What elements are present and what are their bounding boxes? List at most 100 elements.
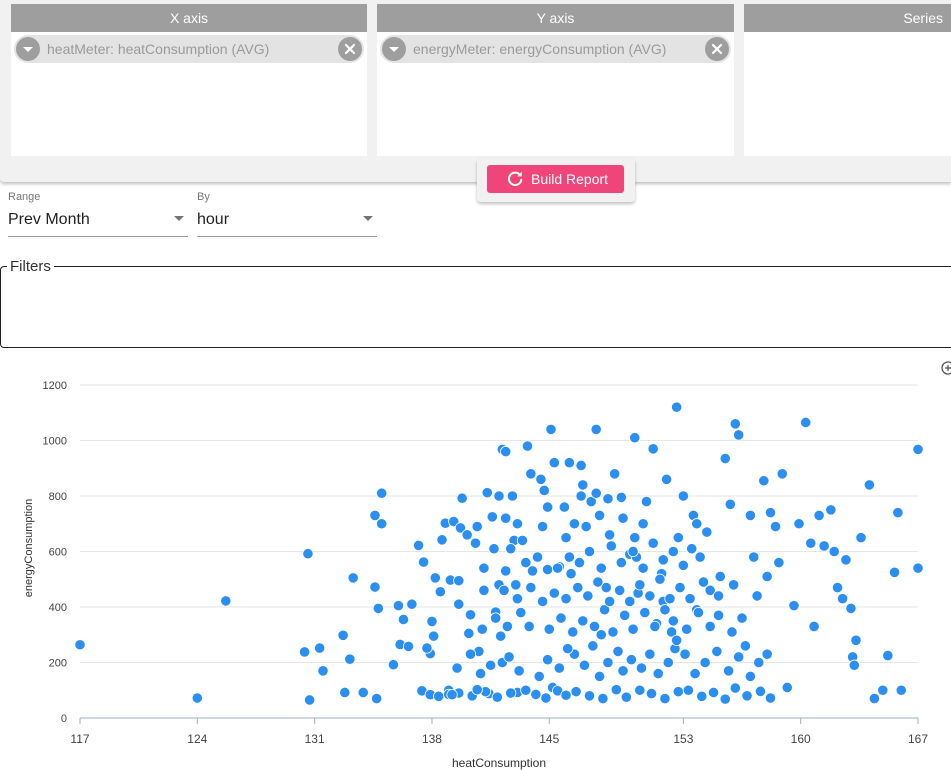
data-point[interactable] — [617, 512, 629, 524]
data-point[interactable] — [376, 518, 388, 530]
data-point[interactable] — [667, 545, 679, 558]
data-point[interactable] — [592, 576, 604, 588]
data-point[interactable] — [314, 642, 326, 654]
data-point[interactable] — [568, 518, 581, 530]
data-point[interactable] — [751, 590, 763, 602]
data-point[interactable] — [671, 401, 683, 413]
data-point[interactable] — [701, 526, 713, 538]
data-point[interactable] — [882, 649, 894, 662]
data-point[interactable] — [429, 572, 441, 584]
data-point[interactable] — [560, 532, 572, 544]
data-point[interactable] — [461, 529, 473, 541]
data-point[interactable] — [582, 590, 594, 602]
data-point[interactable] — [773, 557, 785, 569]
data-point[interactable] — [845, 602, 857, 614]
data-point[interactable] — [387, 659, 400, 671]
build-report-button[interactable]: Build Report — [487, 165, 624, 193]
data-point[interactable] — [848, 659, 860, 671]
data-point[interactable] — [548, 587, 560, 599]
data-point[interactable] — [525, 468, 537, 480]
data-point[interactable] — [672, 686, 684, 698]
data-point[interactable] — [515, 606, 527, 619]
data-point[interactable] — [652, 667, 664, 680]
data-point[interactable] — [912, 443, 924, 455]
data-point[interactable] — [545, 423, 557, 436]
data-point[interactable] — [639, 606, 651, 619]
data-point[interactable] — [558, 501, 570, 513]
data-point[interactable] — [417, 556, 430, 568]
data-point[interactable] — [684, 593, 696, 605]
data-point[interactable] — [627, 545, 639, 558]
data-point[interactable] — [677, 490, 689, 502]
data-point[interactable] — [485, 659, 497, 671]
data-point[interactable] — [660, 473, 673, 485]
data-point[interactable] — [712, 590, 725, 602]
data-point[interactable] — [877, 684, 889, 696]
data-point[interactable] — [609, 468, 621, 480]
data-point[interactable] — [552, 562, 564, 574]
data-point[interactable] — [511, 518, 524, 530]
data-point[interactable] — [339, 686, 351, 699]
data-point[interactable] — [500, 512, 512, 524]
data-point[interactable] — [664, 593, 676, 605]
data-point[interactable] — [521, 440, 534, 452]
data-point[interactable] — [662, 656, 674, 669]
x-axis-field-chip[interactable]: heatMeter: heatConsumption (AVG) — [14, 35, 364, 63]
data-point[interactable] — [741, 690, 753, 702]
data-point[interactable] — [510, 579, 522, 591]
data-point[interactable] — [831, 581, 844, 594]
data-point[interactable] — [486, 511, 498, 523]
data-point[interactable] — [800, 416, 812, 429]
data-point[interactable] — [634, 579, 646, 591]
data-point[interactable] — [490, 612, 502, 624]
data-point[interactable] — [619, 609, 631, 621]
data-point[interactable] — [620, 691, 632, 703]
data-point[interactable] — [191, 692, 203, 704]
data-point[interactable] — [506, 490, 519, 502]
data-point[interactable] — [505, 687, 517, 699]
y-axis-field-chip[interactable]: energyMeter: energyConsumption (AVG) — [380, 35, 731, 63]
data-point[interactable] — [526, 565, 539, 577]
data-point[interactable] — [724, 498, 736, 510]
data-point[interactable] — [647, 443, 659, 455]
data-point[interactable] — [600, 581, 612, 594]
data-point[interactable] — [434, 586, 446, 598]
data-point[interactable] — [583, 690, 596, 702]
data-point[interactable] — [220, 595, 232, 607]
data-point[interactable] — [74, 639, 86, 651]
data-point[interactable] — [577, 479, 589, 491]
data-point[interactable] — [733, 651, 745, 663]
data-point[interactable] — [714, 570, 726, 583]
data-point[interactable] — [304, 694, 316, 706]
data-point[interactable] — [531, 551, 544, 563]
data-point[interactable] — [818, 540, 830, 552]
data-point[interactable] — [369, 509, 381, 522]
data-point[interactable] — [536, 520, 549, 533]
data-point[interactable] — [595, 562, 607, 574]
data-point[interactable] — [764, 507, 777, 519]
data-point[interactable] — [478, 562, 490, 574]
data-point[interactable] — [347, 572, 359, 584]
data-point[interactable] — [476, 623, 488, 635]
data-point[interactable] — [471, 520, 483, 533]
data-point[interactable] — [498, 584, 510, 596]
close-icon[interactable] — [338, 37, 362, 61]
data-point[interactable] — [590, 487, 602, 499]
data-point[interactable] — [585, 495, 597, 508]
data-point[interactable] — [555, 612, 567, 624]
data-point[interactable] — [357, 686, 369, 699]
data-point[interactable] — [525, 581, 537, 594]
data-point[interactable] — [707, 686, 720, 699]
data-point[interactable] — [667, 615, 679, 627]
data-point[interactable] — [453, 598, 465, 610]
data-point[interactable] — [728, 579, 740, 591]
data-point[interactable] — [649, 620, 661, 633]
data-point[interactable] — [748, 551, 760, 563]
data-point[interactable] — [402, 640, 415, 653]
data-point[interactable] — [563, 457, 575, 469]
data-point[interactable] — [840, 554, 852, 566]
data-point[interactable] — [590, 423, 602, 436]
data-point[interactable] — [761, 570, 773, 583]
data-point[interactable] — [436, 534, 448, 546]
data-point[interactable] — [573, 557, 586, 569]
